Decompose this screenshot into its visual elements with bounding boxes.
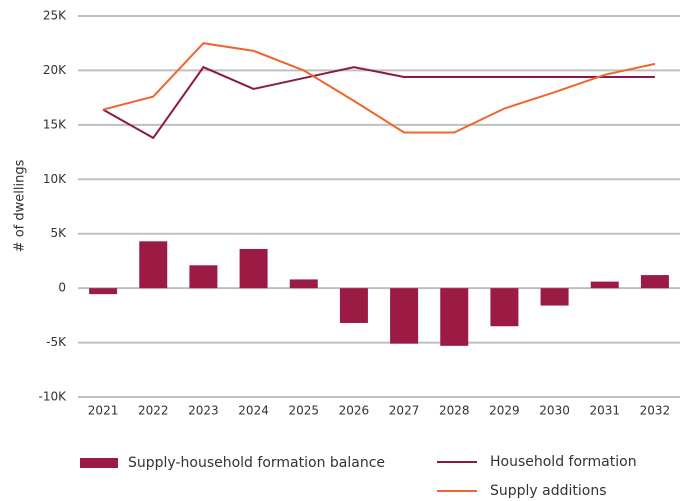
x-tick-label: 2027 xyxy=(389,404,420,418)
legend-label: Supply-household formation balance xyxy=(128,455,385,471)
legend-label: Household formation xyxy=(490,454,637,470)
x-tick-label: 2032 xyxy=(640,404,671,418)
x-tick-label: 2029 xyxy=(489,404,520,418)
bar xyxy=(139,241,168,289)
bar xyxy=(339,288,368,323)
line xyxy=(102,42,656,134)
x-tick-label: 2021 xyxy=(88,404,119,418)
bar xyxy=(540,288,569,306)
y-tick-label: 25K xyxy=(43,9,67,23)
legend-swatch xyxy=(80,458,118,468)
y-tick-label: 15K xyxy=(43,117,67,131)
bar xyxy=(189,265,218,289)
bar xyxy=(640,275,669,289)
x-tick-label: 2026 xyxy=(339,404,370,418)
y-axis-label: # of dwellings xyxy=(13,159,28,252)
y-tick-label: 0 xyxy=(58,281,66,295)
bar xyxy=(440,288,469,346)
x-tick-label: 2030 xyxy=(539,404,570,418)
bar xyxy=(590,281,619,289)
legend-label: Supply additions xyxy=(490,483,607,499)
x-tick-label: 2023 xyxy=(188,404,219,418)
x-tick-label: 2028 xyxy=(439,404,470,418)
y-tick-label: -10K xyxy=(39,390,68,404)
bar xyxy=(490,288,519,327)
x-tick-label: 2025 xyxy=(288,404,319,418)
y-tick-label: 20K xyxy=(43,63,67,77)
y-tick-label: -5K xyxy=(46,335,67,349)
bar xyxy=(289,279,318,289)
line xyxy=(102,65,655,140)
bar xyxy=(239,248,268,289)
bar xyxy=(390,288,419,344)
x-tick-label: 2031 xyxy=(589,404,620,418)
x-tick-label: 2022 xyxy=(138,404,169,418)
x-tick-label: 2024 xyxy=(238,404,269,418)
bar xyxy=(89,288,118,295)
y-tick-label: 5K xyxy=(50,226,67,240)
y-tick-label: 10K xyxy=(43,172,67,186)
